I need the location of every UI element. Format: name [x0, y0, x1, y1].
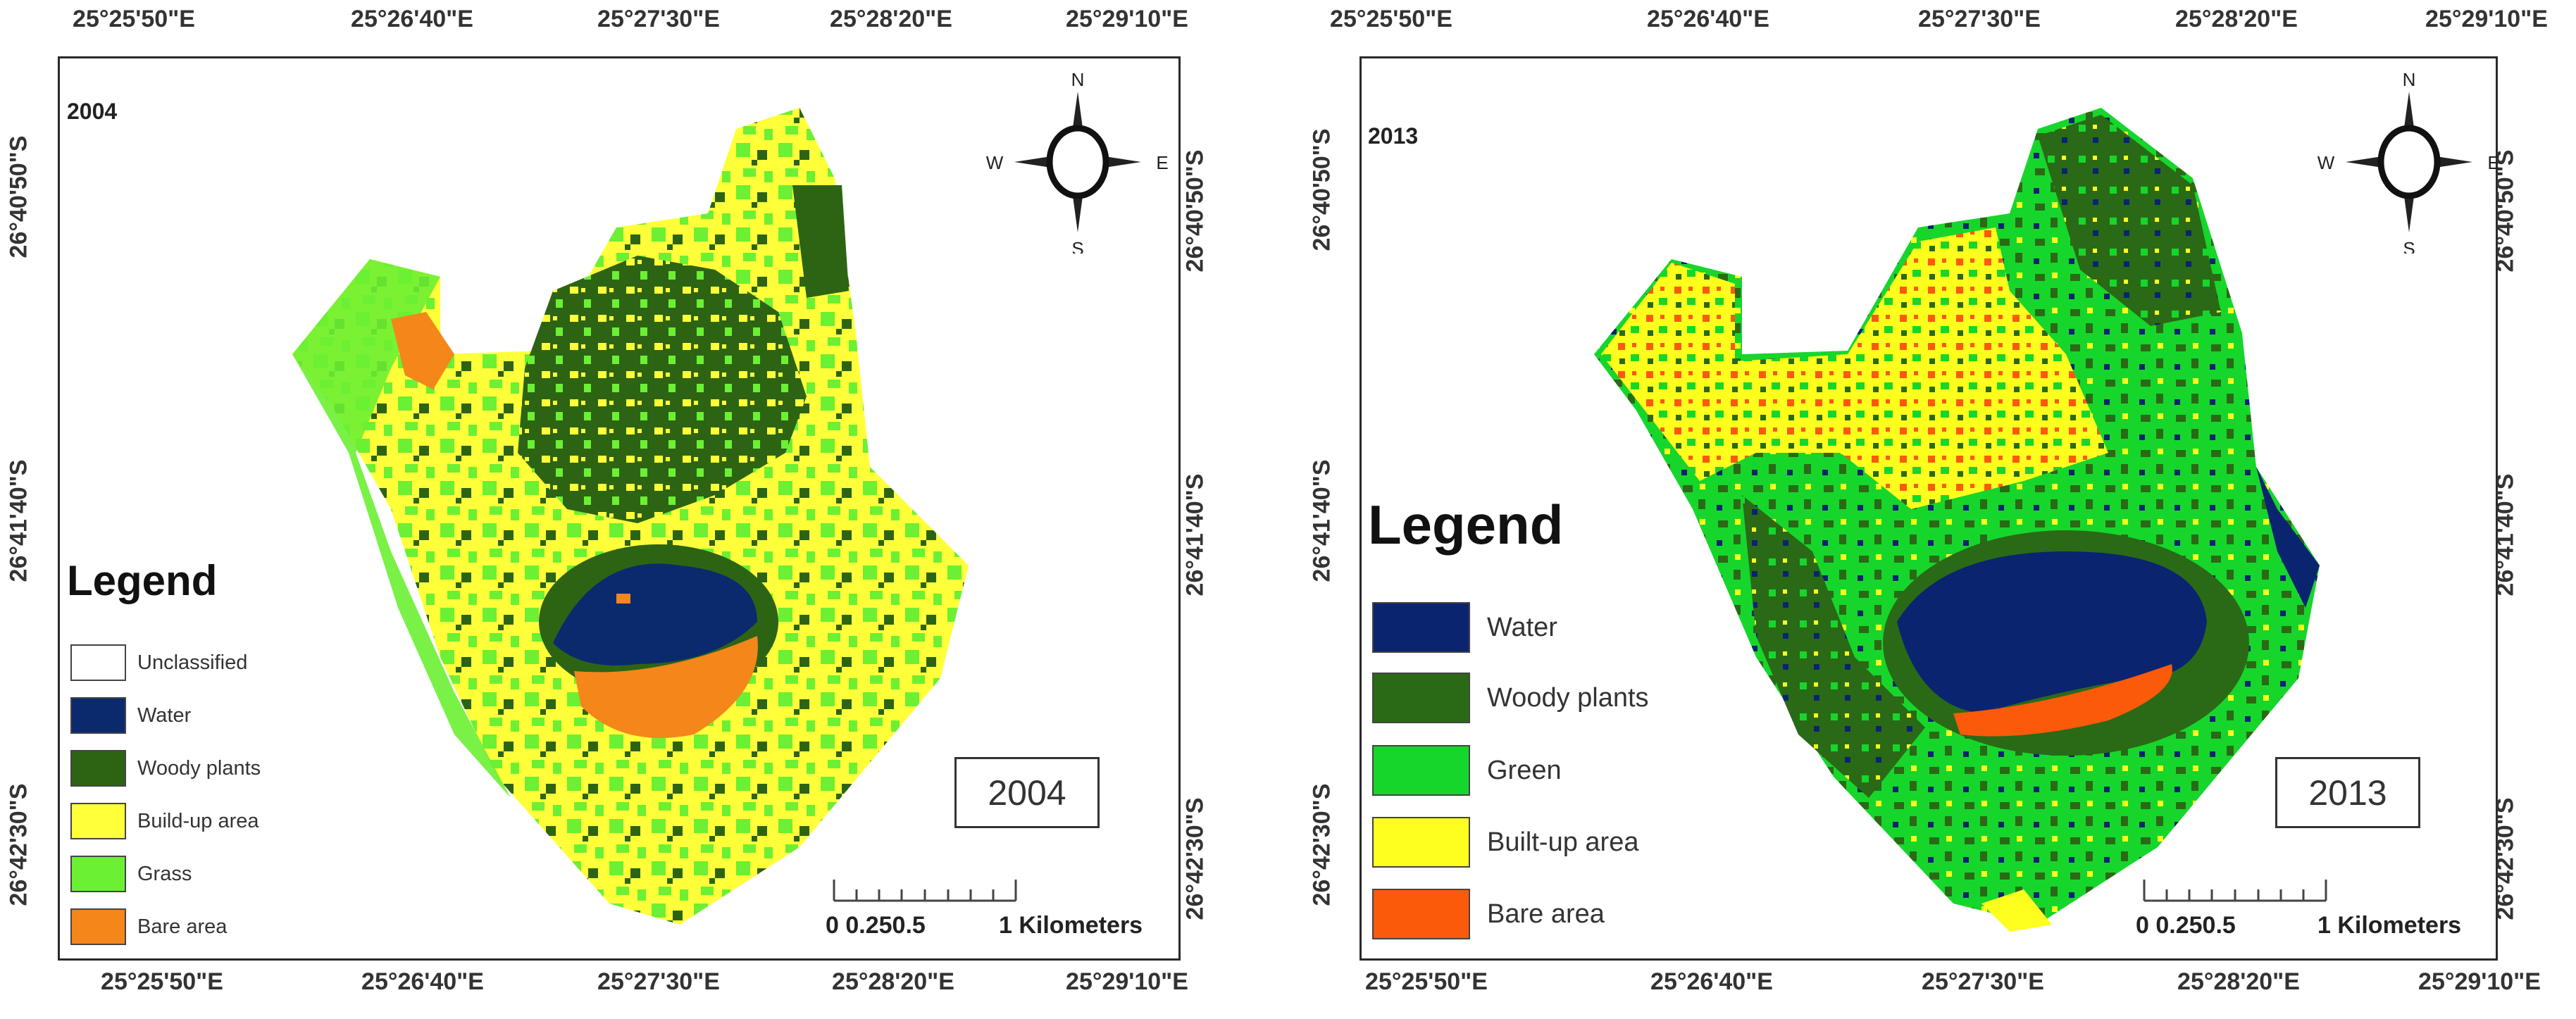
year-box: 2004: [954, 757, 1100, 828]
right-lat-label: 26°41'40"S: [2491, 473, 2519, 596]
scale-units-label: 1 Kilometers: [999, 912, 1143, 939]
legend-item: Woody plants: [70, 750, 261, 787]
legend-label: Grass: [137, 862, 192, 885]
legend-label: Woody plants: [1487, 682, 1649, 713]
legend-label: Bare area: [1487, 899, 1605, 929]
compass-n: N: [2403, 70, 2416, 90]
legend-item: Built-up area: [1372, 817, 1638, 868]
scale-ticks-label: 0 0.250.5: [2136, 912, 2236, 939]
right-lat-label: 26°41'40"S: [1181, 473, 1209, 596]
north-arrow-icon: N S W E: [2317, 70, 2500, 254]
legend-item: Water: [70, 697, 191, 734]
legend-swatch: [1372, 889, 1470, 939]
scale-ticks-label: 0 0.250.5: [826, 912, 926, 939]
year-tag: 2004: [67, 99, 118, 124]
legend-label: Water: [1487, 612, 1557, 642]
legend-item: Water: [1372, 602, 1557, 653]
legend-swatch: [70, 644, 126, 681]
legend-label: Unclassified: [137, 651, 248, 674]
left-lat-label: 26°42'30"S: [5, 783, 32, 906]
top-lon-label: 25°28'20"E: [2175, 6, 2298, 32]
compass-e: E: [1156, 152, 1168, 173]
legend-title: Legend: [1368, 494, 1564, 556]
top-lon-label: 25°25'50"E: [1330, 6, 1452, 32]
scale-bar: [833, 880, 1017, 902]
top-lon-label: 25°29'10"E: [1066, 6, 1188, 32]
bottom-lon-label: 25°25'50"E: [101, 968, 223, 995]
legend-swatch: [70, 908, 126, 945]
left-lat-label: 26°40'50"S: [1308, 128, 1336, 251]
bottom-lon-label: 25°26'40"E: [1650, 968, 1773, 995]
scale-units-label: 1 Kilometers: [2317, 912, 2462, 939]
legend-item: Bare area: [70, 908, 227, 945]
bottom-lon-label: 25°28'20"E: [832, 968, 954, 995]
map-frame: [58, 56, 1181, 961]
bottom-lon-label: 25°27'30"E: [1922, 968, 2044, 995]
top-lon-label: 25°29'10"E: [2425, 6, 2548, 32]
scale-bar: [2143, 880, 2327, 902]
compass-s: S: [2403, 238, 2415, 254]
compass-w: W: [986, 152, 1004, 173]
bottom-lon-label: 25°29'10"E: [2418, 968, 2541, 995]
right-lat-label: 26°40'50"S: [1181, 149, 1209, 273]
compass-e: E: [2487, 152, 2499, 173]
legend-label: Woody plants: [137, 756, 261, 780]
land-cover-map-2004: [292, 108, 969, 925]
legend-item: Build-up area: [70, 803, 259, 839]
map-panel-2004: 25°25'50"E 25°26'40"E 25°27'30"E 25°28'2…: [0, 0, 1261, 1019]
top-lon-label: 25°28'20"E: [830, 6, 952, 32]
top-lon-label: 25°26'40"E: [1647, 6, 1769, 32]
legend-swatch: [1372, 745, 1470, 796]
legend-item: Unclassified: [70, 644, 247, 681]
legend-swatch: [1372, 602, 1470, 653]
map-panel-2013: 25°25'50"E 25°26'40"E 25°27'30"E 25°28'2…: [1289, 0, 2576, 1019]
top-lon-label: 25°27'30"E: [1918, 6, 2041, 32]
bottom-lon-label: 25°26'40"E: [361, 968, 484, 995]
legend-swatch: [70, 803, 126, 839]
legend-item: Green: [1372, 745, 1562, 796]
left-lat-label: 26°41'40"S: [1308, 459, 1336, 582]
map-frame: [1359, 56, 2498, 961]
legend-item: Grass: [70, 856, 192, 892]
legend-swatch: [1372, 673, 1470, 723]
bottom-lon-label: 25°25'50"E: [1365, 968, 1488, 995]
bottom-lon-label: 25°27'30"E: [597, 968, 720, 995]
left-lat-label: 26°41'40"S: [5, 459, 32, 582]
compass-n: N: [1071, 70, 1085, 90]
left-lat-label: 26°40'50"S: [5, 135, 32, 258]
legend-swatch: [70, 750, 126, 787]
land-cover-map-2013: [1594, 108, 2320, 932]
legend-item: Bare area: [1372, 889, 1605, 939]
year-tag: 2013: [1368, 123, 1419, 149]
legend-label: Water: [137, 704, 192, 727]
legend-title: Legend: [67, 557, 218, 604]
legend-label: Green: [1487, 755, 1562, 785]
legend-swatch: [1372, 817, 1470, 868]
year-box: 2013: [2275, 757, 2420, 828]
north-arrow-icon: N S W E: [986, 70, 1169, 254]
right-lat-label: 26°42'30"S: [1181, 797, 1209, 920]
left-lat-label: 26°42'30"S: [1308, 783, 1336, 906]
compass-w: W: [2317, 152, 2335, 173]
top-lon-label: 25°25'50"E: [73, 6, 195, 32]
legend-item: Woody plants: [1372, 673, 1649, 723]
legend-label: Built-up area: [1487, 827, 1639, 857]
legend-swatch: [70, 697, 126, 734]
right-lat-label: 26°42'30"S: [2491, 797, 2519, 920]
legend-label: Bare area: [137, 915, 228, 938]
legend-label: Build-up area: [137, 809, 259, 832]
legend-swatch: [70, 856, 126, 892]
top-lon-label: 25°26'40"E: [351, 6, 473, 32]
bottom-lon-label: 25°28'20"E: [2177, 968, 2300, 995]
top-lon-label: 25°27'30"E: [597, 6, 720, 32]
compass-s: S: [1071, 238, 1083, 254]
bottom-lon-label: 25°29'10"E: [1066, 968, 1188, 995]
